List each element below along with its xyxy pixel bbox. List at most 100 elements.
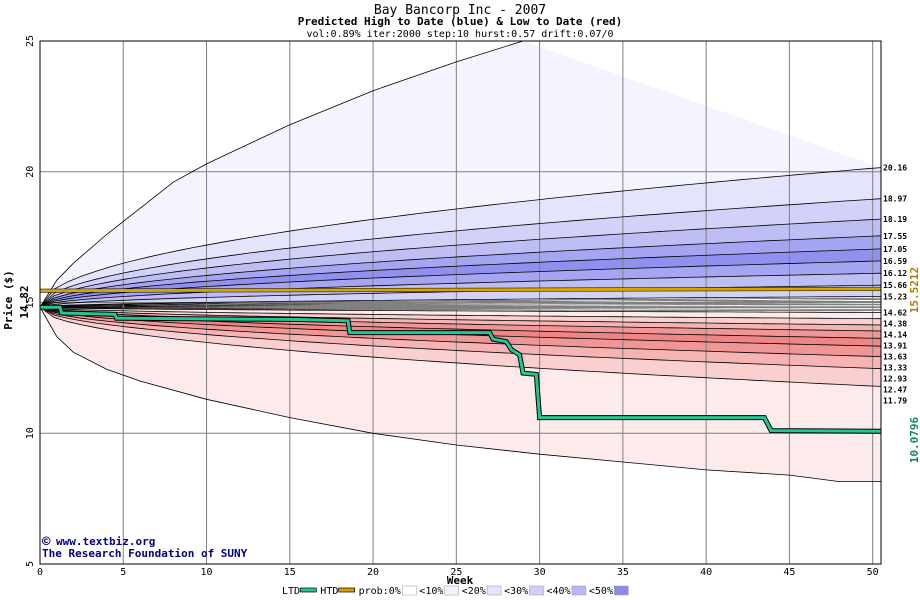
band-boundary-10 (40, 306, 881, 313)
low-band-6 (40, 307, 881, 369)
band-boundary-16 (40, 306, 881, 357)
end-value-label: 13.63 (883, 352, 907, 361)
end-value-label: 17.05 (883, 245, 907, 254)
legend-label: HTD (320, 586, 338, 597)
high-band-6 (40, 260, 881, 308)
band-boundary-0 (40, 41, 524, 308)
legend-swatch-htd (338, 587, 355, 593)
band-boundary-5 (40, 248, 881, 308)
high-band-3 (40, 219, 881, 308)
gap-line-5 (40, 304, 881, 308)
end-value-label: 14.62 (883, 308, 907, 317)
x-tick-label-20: 20 (367, 567, 379, 578)
end-value-label: 15.23 (883, 292, 907, 301)
chart-params: vol:0.89% iter:2000 step:10 hurst:0.57 d… (306, 29, 613, 40)
gap-line-2 (40, 306, 881, 310)
end-value-label: 12.47 (883, 385, 907, 394)
plot-area: 0 5 10 15 20 25 30 35 40 45 5051015202520.1618.971… (25, 35, 907, 578)
x-tick-label-5: 5 (120, 567, 126, 578)
low-band-4 (40, 307, 881, 347)
end-value-label: 16.12 (883, 269, 907, 278)
legend-swatch (614, 585, 629, 596)
end-value-label: 13.33 (883, 363, 907, 372)
legend-label: <50% (589, 586, 613, 597)
low-band-2 (40, 307, 881, 331)
chart-title: Bay Bancorp Inc - 2007 (374, 3, 546, 18)
high-band-4 (40, 235, 881, 308)
high-band-2 (40, 198, 881, 308)
series-htd (40, 287, 881, 293)
legend-label: <20% (462, 586, 486, 597)
band-boundary-7 (40, 272, 881, 308)
high-band-1 (40, 167, 881, 308)
x-tick-label-25: 25 (450, 567, 462, 578)
end-value-label: 17.55 (883, 232, 907, 241)
band-boundary-12 (40, 306, 881, 326)
end-value-label: 14.38 (883, 319, 907, 328)
band-boundary-9 (40, 296, 881, 308)
end-value-label: 15.66 (883, 281, 907, 290)
x-tick-label-35: 35 (617, 567, 629, 578)
legend-swatch (486, 585, 502, 596)
band-boundary-2 (40, 198, 881, 308)
gap-line-4 (40, 305, 881, 308)
end-value-label: 12.93 (883, 374, 907, 383)
legend-label: <10% (419, 586, 443, 597)
band-boundary-17 (40, 306, 881, 370)
gap-line-9 (40, 297, 881, 308)
band-boundary-19 (40, 307, 881, 482)
x-tick-label-40: 40 (700, 567, 712, 578)
low-band-8 (40, 307, 881, 482)
gap-line-1 (40, 306, 881, 312)
end-value-label: 14.14 (883, 330, 907, 339)
low-band-7 (40, 307, 881, 387)
x-tick-label-45: 45 (783, 567, 795, 578)
legend: LTD HTD prob:0% <10% <20% <30% <40% <50% (282, 585, 629, 597)
watermark: © www.textbiz.org The Research Foundatio… (42, 534, 248, 560)
high-band-5 (40, 248, 881, 308)
y-tick-label-10: 10 (25, 427, 36, 439)
band-boundary-4 (40, 235, 881, 308)
ltd-value-label: 10.0796 (908, 416, 920, 463)
high-band-0 (40, 41, 881, 308)
legend-label: prob:0% (359, 586, 401, 597)
end-value-label: 11.79 (883, 396, 907, 405)
gap-line-3 (40, 306, 881, 308)
y-tick-label-5: 5 (25, 561, 36, 567)
plot-clipped (40, 41, 881, 564)
band-boundary-6 (40, 260, 881, 308)
legend-swatch (529, 585, 544, 596)
chart-subtitle: Predicted High to Date (blue) & Low to D… (298, 15, 623, 28)
legend-label: <40% (547, 586, 571, 597)
low-band-1 (40, 307, 881, 325)
end-value-label: 16.59 (883, 257, 907, 266)
legend-label: LTD (282, 586, 300, 597)
gap-line-8 (40, 299, 881, 308)
watermark-org: The Research Foundation of SUNY (42, 547, 248, 560)
y-tick-label-25: 25 (25, 35, 36, 47)
band-boundary-3 (40, 218, 881, 308)
band-boundary-11 (40, 306, 881, 320)
htd-value-label: 15.5212 (908, 267, 920, 313)
end-value-label: 18.97 (883, 195, 907, 204)
plot-frame (39, 40, 882, 565)
end-value-label: 13.91 (883, 341, 907, 350)
end-value-label: 18.19 (883, 215, 907, 224)
y-tick-label-15: 15 (25, 296, 36, 308)
start-price-label: 14.82 (18, 285, 31, 318)
x-tick-label-0: 0 (37, 567, 43, 578)
legend-swatch-ltd (299, 587, 317, 593)
band-boundary-18 (40, 306, 881, 387)
gap-line-6 (40, 302, 881, 308)
low-band-3 (40, 307, 881, 339)
x-tick-label-30: 30 (534, 567, 546, 578)
legend-swatch (402, 585, 417, 596)
x-tick-label-50: 50 (867, 567, 879, 578)
band-boundary-1 (40, 167, 881, 308)
x-axis-label: Week (447, 574, 474, 587)
y-axis-label: Price ($) (2, 270, 15, 330)
low-band-5 (40, 307, 881, 357)
x-tick-label-15: 15 (284, 567, 296, 578)
end-value-label: 20.16 (883, 164, 907, 173)
